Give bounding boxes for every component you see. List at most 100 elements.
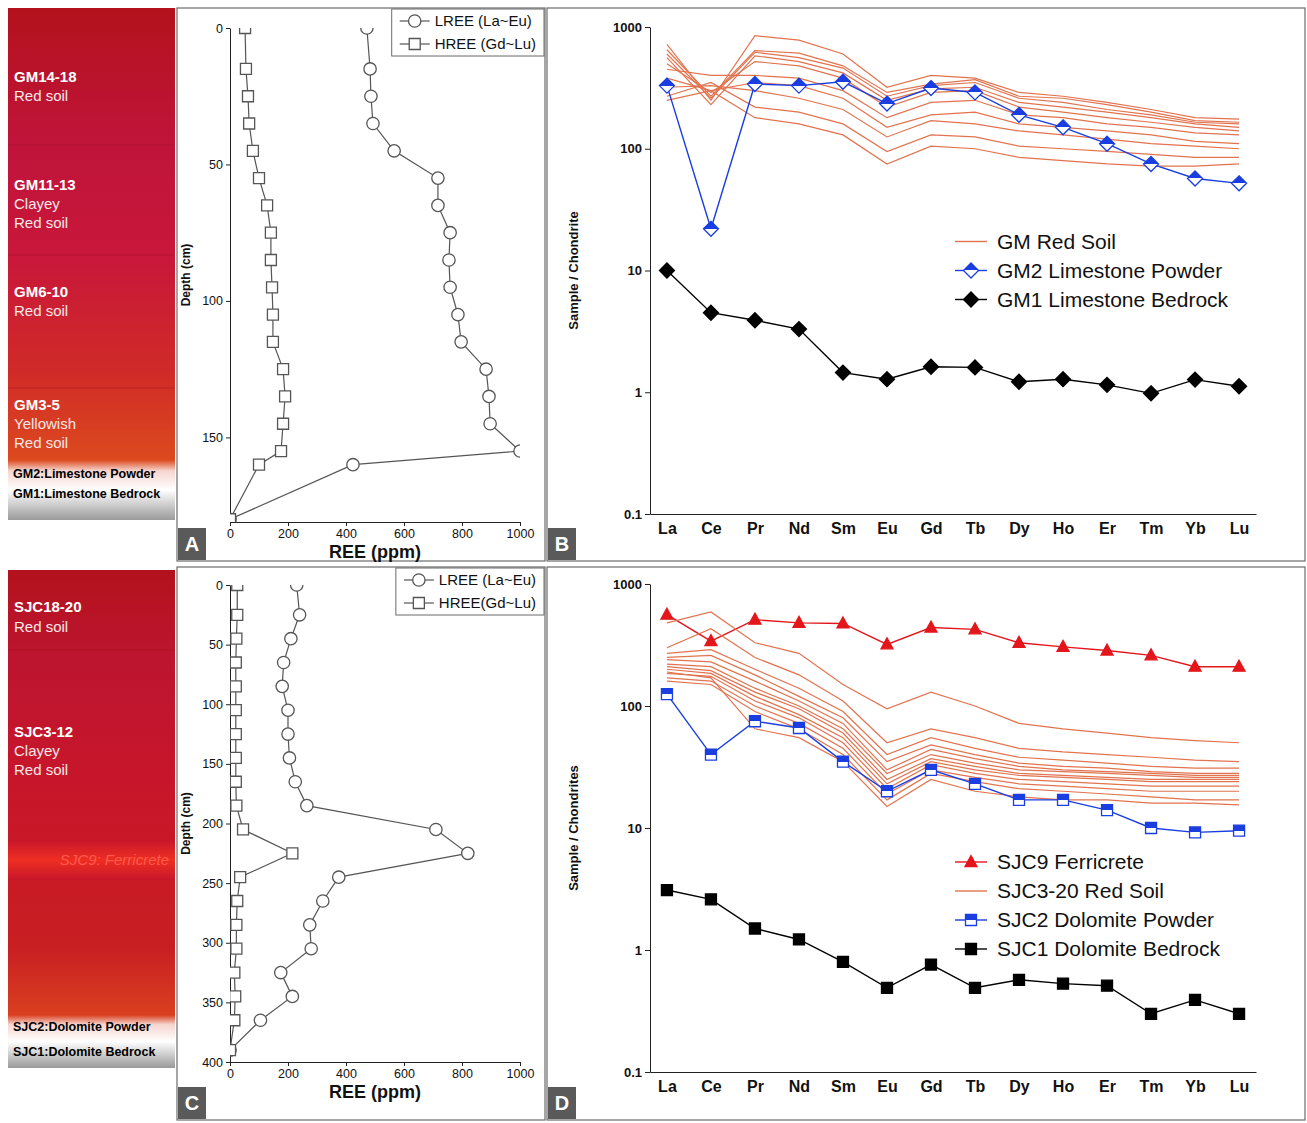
tick-mark xyxy=(645,828,650,829)
series-line xyxy=(667,271,1239,394)
tick: 200 xyxy=(202,817,230,831)
marker xyxy=(230,776,241,787)
x-axis: 02004006008001000 xyxy=(227,522,534,541)
tick: 800 xyxy=(452,1062,473,1081)
marker xyxy=(747,77,762,92)
marker xyxy=(280,391,291,402)
marker xyxy=(278,418,289,429)
marker xyxy=(267,309,278,320)
marker xyxy=(879,372,894,387)
tick: 0.1 xyxy=(624,507,650,522)
tick-mark xyxy=(226,764,230,765)
tick: Lu xyxy=(1230,514,1250,537)
series-line xyxy=(230,28,520,519)
tick: Pr xyxy=(747,1072,764,1095)
tick: 0 xyxy=(216,579,230,593)
tick-label: 150 xyxy=(202,757,223,771)
marker xyxy=(793,616,805,627)
marker xyxy=(413,598,424,609)
layer-boundary xyxy=(8,388,175,389)
series-line xyxy=(667,694,1239,832)
tick: 1000 xyxy=(613,20,650,35)
tick: 10 xyxy=(628,263,650,278)
tick: Sm xyxy=(831,514,856,537)
tick-label: Ho xyxy=(1053,520,1075,537)
tick: 1000 xyxy=(507,1062,535,1081)
series-line xyxy=(667,890,1239,1014)
layer-label: Red soil xyxy=(14,302,68,319)
marker xyxy=(1058,978,1069,989)
marker xyxy=(837,617,849,628)
tick: 50 xyxy=(209,158,230,172)
marker xyxy=(413,574,425,586)
tick-mark xyxy=(404,1062,405,1066)
tick: 100 xyxy=(202,294,230,308)
tick: 0 xyxy=(227,522,234,541)
tick: 10 xyxy=(628,821,650,836)
layer-id: GM6-10 xyxy=(14,283,68,300)
marker xyxy=(278,364,289,375)
tick-mark xyxy=(226,301,230,302)
tick-mark xyxy=(645,27,650,28)
marker xyxy=(230,1045,236,1056)
marker xyxy=(283,752,295,764)
tick-mark xyxy=(645,514,650,515)
marker xyxy=(367,117,379,129)
tick-label: Sm xyxy=(831,1078,856,1095)
panel-letter-box xyxy=(548,528,576,560)
tick-label: Lu xyxy=(1230,1078,1250,1095)
y-axis: 0.11101001000 xyxy=(613,20,650,522)
marker xyxy=(432,172,444,184)
marker xyxy=(230,514,236,522)
marker xyxy=(254,173,265,184)
tick: 300 xyxy=(202,936,230,950)
marker xyxy=(235,872,246,883)
panel-frame xyxy=(547,8,1305,561)
tick-label: Nd xyxy=(789,1078,810,1095)
marker xyxy=(230,967,240,978)
tick-label: La xyxy=(658,520,677,537)
x-axis: 02004006008001000 xyxy=(227,1062,534,1081)
sample-line xyxy=(667,86,1239,149)
y-axis: 050100150 xyxy=(202,22,230,523)
marker xyxy=(301,799,313,811)
marker xyxy=(240,63,251,74)
marker xyxy=(703,305,718,320)
layer-boundary xyxy=(8,255,175,256)
profile-chart: 0200400600800100005010015020025030035040… xyxy=(179,579,534,1103)
x-axis: LaCePrNdSmEuGdTbDyHoErTmYbLu xyxy=(651,514,1257,537)
tick-label: 600 xyxy=(394,527,415,541)
tick-label: 50 xyxy=(209,158,223,172)
legend-label: HREE(Gd~Lu) xyxy=(439,594,536,611)
marker xyxy=(238,824,249,835)
marker xyxy=(285,632,297,644)
tick-mark xyxy=(520,1062,521,1066)
marker xyxy=(231,633,242,644)
marker xyxy=(837,956,848,967)
bedrock-column xyxy=(8,1015,175,1068)
tick-label: 600 xyxy=(394,1067,415,1081)
tick-label: Dy xyxy=(1009,520,1030,537)
panel-letter: C xyxy=(178,1087,206,1119)
tick: 150 xyxy=(202,431,230,445)
stratigraphic-column: GM14-18Red soilGM11-13ClayeyRed soilGM6-… xyxy=(8,8,175,520)
panel-letter-text: C xyxy=(185,1092,199,1114)
axis-line xyxy=(651,514,1257,515)
legend-label: LREE (La~Eu) xyxy=(439,571,536,588)
tick-label: Yb xyxy=(1185,520,1206,537)
sample-line xyxy=(667,664,1239,777)
marker xyxy=(703,221,718,236)
marker xyxy=(835,74,850,89)
legend: GM Red SoilGM2 Limestone PowderGM1 Limes… xyxy=(955,230,1229,311)
tick-label: Eu xyxy=(877,520,897,537)
marker xyxy=(230,729,241,740)
tick-label: 800 xyxy=(452,527,473,541)
marker xyxy=(232,609,243,620)
marker xyxy=(1100,136,1115,151)
marker xyxy=(276,680,288,692)
tick-mark xyxy=(645,706,650,707)
tick-mark xyxy=(226,645,230,646)
marker xyxy=(291,585,303,591)
marker xyxy=(1058,794,1069,805)
tick-mark xyxy=(462,522,463,526)
